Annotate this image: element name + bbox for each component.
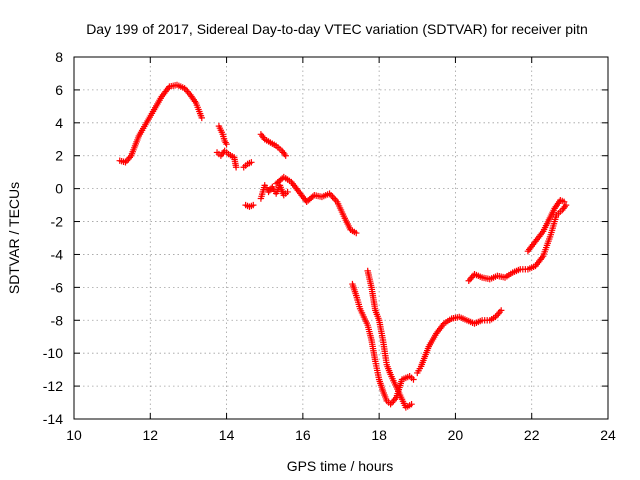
data-point <box>410 376 417 383</box>
chart-title: Day 199 of 2017, Sidereal Day-to-day VTE… <box>86 21 588 37</box>
data-points <box>116 81 570 411</box>
x-tick-label: 16 <box>295 427 311 443</box>
y-tick-label: 8 <box>55 49 63 65</box>
y-tick-label: -2 <box>51 214 64 230</box>
x-tick-label: 24 <box>600 427 616 443</box>
series-13 <box>524 196 568 255</box>
x-tick-label: 10 <box>66 427 82 443</box>
series-7 <box>257 182 291 202</box>
y-tick-label: -6 <box>51 279 64 295</box>
x-tick-label: 22 <box>524 427 540 443</box>
data-point <box>250 201 257 209</box>
series-11 <box>414 307 505 377</box>
data-point <box>284 188 291 196</box>
x-tick-label: 20 <box>448 427 464 443</box>
y-tick-label: -10 <box>43 345 63 361</box>
data-point <box>408 400 415 408</box>
series-4 <box>240 159 255 171</box>
x-axis-ticks: 10 12 14 16 18 20 22 24 <box>66 57 616 443</box>
data-point <box>232 164 240 171</box>
y-tick-label: 0 <box>55 181 63 197</box>
y-tick-label: -12 <box>43 378 63 394</box>
data-point <box>223 141 230 148</box>
y-tick-label: 4 <box>55 115 63 131</box>
series-5 <box>242 201 257 210</box>
series-10 <box>364 267 415 411</box>
data-point <box>282 152 289 159</box>
y-tick-label: -4 <box>51 246 64 262</box>
y-tick-label: 2 <box>55 148 63 164</box>
data-point-fill <box>309 193 316 200</box>
series-6 <box>257 131 289 159</box>
series-12 <box>465 201 570 284</box>
x-tick-label: 12 <box>142 427 158 443</box>
x-axis-label: GPS time / hours <box>287 458 394 474</box>
x-tick-label: 18 <box>371 427 387 443</box>
data-point <box>353 229 360 237</box>
series-3 <box>213 147 240 171</box>
series-1 <box>116 81 205 166</box>
data-point <box>562 201 570 209</box>
grid-lines <box>74 57 608 419</box>
x-tick-label: 14 <box>219 427 235 443</box>
plot-border <box>73 56 609 420</box>
series-8 <box>272 173 360 237</box>
y-tick-label: -8 <box>51 312 64 328</box>
y-tick-label: -14 <box>43 411 63 427</box>
data-point <box>498 307 505 314</box>
axis-frame <box>73 56 609 420</box>
data-point <box>560 198 568 205</box>
y-tick-label: 6 <box>55 82 63 98</box>
data-point <box>198 114 205 122</box>
y-axis-ticks: -14 -12 -10 -8 -6 -4 -2 0 2 4 6 8 <box>43 49 608 427</box>
y-axis-label: SDTVAR / TECUs <box>6 182 22 294</box>
series-2 <box>215 122 230 148</box>
data-point <box>248 159 255 166</box>
